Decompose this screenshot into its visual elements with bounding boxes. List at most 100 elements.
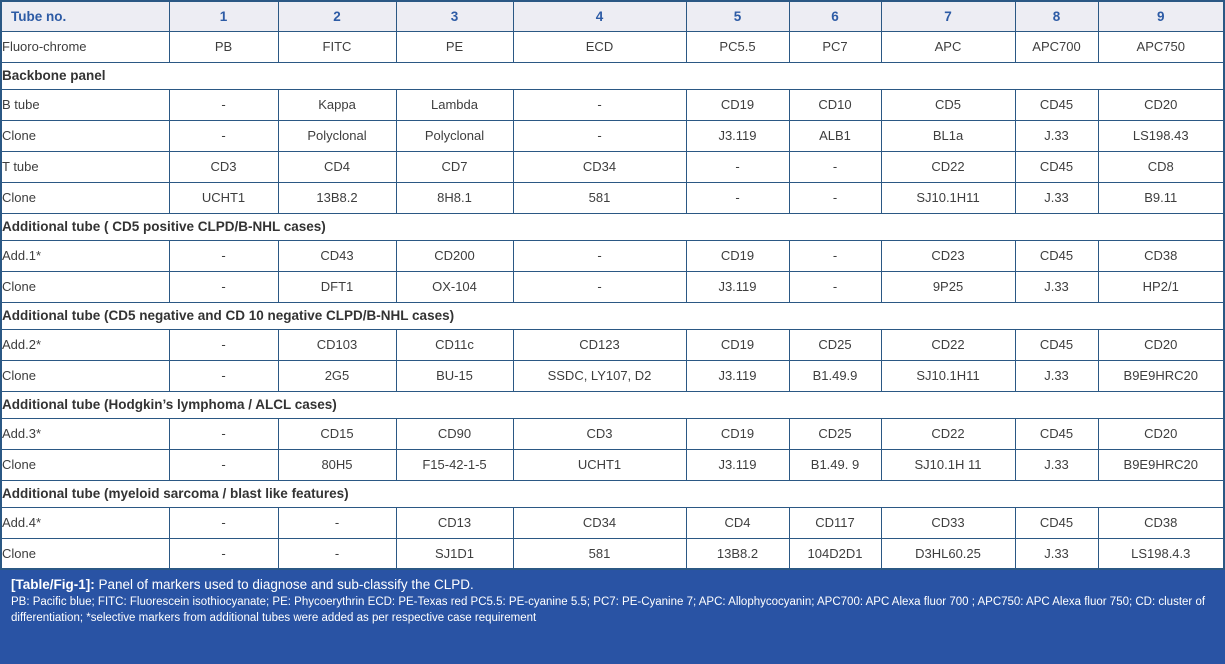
data-cell: 104D2D1 — [788, 537, 882, 570]
data-cell: OX-104 — [395, 270, 514, 303]
data-cell: - — [168, 328, 279, 361]
data-cell: SJ1D1 — [395, 537, 514, 570]
data-cell: PB — [168, 30, 279, 63]
header-cell-tube-6: 6 — [788, 0, 882, 32]
data-cell: CD3 — [512, 417, 687, 450]
data-cell: - — [168, 239, 279, 272]
data-cell: CD7 — [395, 150, 514, 183]
data-cell: CD123 — [512, 328, 687, 361]
data-cell: J.33 — [1014, 270, 1099, 303]
figure-caption: [Table/Fig-1]: Panel of markers used to … — [11, 577, 1214, 593]
data-cell: 2G5 — [277, 359, 397, 392]
data-cell: - — [685, 181, 790, 214]
row-label-cell: Add.4* — [0, 506, 170, 539]
data-cell: J3.119 — [685, 119, 790, 152]
data-cell: CD15 — [277, 417, 397, 450]
data-cell: FITC — [277, 30, 397, 63]
data-cell: 581 — [512, 181, 687, 214]
section-title: Additional tube (Hodgkin’s lymphoma / AL… — [0, 390, 1225, 419]
data-cell: APC — [880, 30, 1016, 63]
data-cell: J.33 — [1014, 119, 1099, 152]
table-row: T tube CD3 CD4 CD7 CD34- - CD22 CD45 CD8 — [0, 150, 1225, 183]
data-cell: Kappa — [277, 88, 397, 121]
data-cell: CD25 — [788, 417, 882, 450]
figure-caption-panel: [Table/Fig-1]: Panel of markers used to … — [0, 570, 1225, 664]
data-cell: D3HL60.25 — [880, 537, 1016, 570]
data-cell: B1.49.9 — [788, 359, 882, 392]
table-row: B tube - Kappa Lambda - CD19 CD10 CD5 CD45 CD20 — [0, 88, 1225, 121]
table-row: Clone - - SJ1D1 581 13B8.2 104D2D1 D3HL60.25 J.3… — [0, 537, 1225, 570]
data-cell: - — [788, 270, 882, 303]
section-row: Backbone panel — [0, 61, 1225, 90]
data-cell: APC750 — [1097, 30, 1225, 63]
data-cell: APC700 — [1014, 30, 1099, 63]
data-cell: CD3 — [168, 150, 279, 183]
data-cell: CD13 — [395, 506, 514, 539]
data-cell: - — [512, 88, 687, 121]
data-cell: - — [168, 506, 279, 539]
data-cell: CD117 — [788, 506, 882, 539]
row-label-cell: Clone — [0, 181, 170, 214]
data-cell: Polyclonal — [277, 119, 397, 152]
row-label-cell: Clone — [0, 119, 170, 152]
data-cell: HP2/1 — [1097, 270, 1225, 303]
data-cell: - — [277, 506, 397, 539]
data-cell: CD43 — [277, 239, 397, 272]
row-label-cell: B tube — [0, 88, 170, 121]
header-cell-tube-4: 4 — [512, 0, 687, 32]
data-cell: CD11c — [395, 328, 514, 361]
data-cell: CD19 — [685, 88, 790, 121]
section-title: Additional tube (CD5 negative and CD 10 … — [0, 301, 1225, 330]
data-cell: CD19 — [685, 417, 790, 450]
data-cell: J.33 — [1014, 359, 1099, 392]
data-cell: CD19 — [685, 239, 790, 272]
data-cell: CD33 — [880, 506, 1016, 539]
row-label-cell: Clone — [0, 537, 170, 570]
data-cell: BL1a — [880, 119, 1016, 152]
data-cell: - — [788, 181, 882, 214]
data-cell: - — [512, 270, 687, 303]
data-cell: J.33 — [1014, 448, 1099, 481]
data-cell: - — [685, 150, 790, 183]
section-row: Additional tube (myeloid sarcoma / blast… — [0, 479, 1225, 508]
data-cell: LS198.43 — [1097, 119, 1225, 152]
data-cell: CD4 — [685, 506, 790, 539]
data-cell: - — [168, 417, 279, 450]
section-title: Additional tube ( CD5 positive CLPD/B-NH… — [0, 212, 1225, 241]
data-cell: CD45 — [1014, 88, 1099, 121]
data-cell: B9.11 — [1097, 181, 1225, 214]
data-cell: CD45 — [1014, 506, 1099, 539]
figure-caption-label: [Table/Fig-1]: — [11, 577, 95, 592]
table-row: Add.1* - CD43 CD200- CD19- CD23 CD45 CD38 — [0, 239, 1225, 272]
data-cell: CD34 — [512, 506, 687, 539]
section-title: Backbone panel — [0, 61, 1225, 90]
table-row: Add.3* - CD15 CD90 CD3 CD19 CD25 CD22 CD45 CD20 — [0, 417, 1225, 450]
row-label-cell: Add.1* — [0, 239, 170, 272]
data-cell: 13B8.2 — [277, 181, 397, 214]
header-cell-tube-8: 8 — [1014, 0, 1099, 32]
header-cell-tube-1: 1 — [168, 0, 279, 32]
data-cell: PC7 — [788, 30, 882, 63]
data-cell: CD22 — [880, 150, 1016, 183]
data-cell: CD200 — [395, 239, 514, 272]
data-cell: - — [788, 239, 882, 272]
data-cell: 13B8.2 — [685, 537, 790, 570]
data-cell: - — [168, 119, 279, 152]
data-cell: CD90 — [395, 417, 514, 450]
data-cell: - — [168, 359, 279, 392]
abbreviation-legend: PB: Pacific blue; FITC: Fluorescein isot… — [11, 596, 1206, 625]
data-cell: - — [168, 270, 279, 303]
data-cell: - — [168, 88, 279, 121]
data-cell: J3.119 — [685, 448, 790, 481]
table-row: Add.4* - - CD13 CD34 CD4 CD117 CD33 CD45 CD38 — [0, 506, 1225, 539]
data-cell: CD45 — [1014, 150, 1099, 183]
data-cell: - — [512, 119, 687, 152]
row-label-cell: T tube — [0, 150, 170, 183]
row-label-cell: Add.3* — [0, 417, 170, 450]
data-cell: CD20 — [1097, 88, 1225, 121]
section-row: Additional tube (Hodgkin’s lymphoma / AL… — [0, 390, 1225, 419]
data-cell: J3.119 — [685, 270, 790, 303]
header-cell-tube-5: 5 — [685, 0, 790, 32]
header-cell-tube-3: 3 — [395, 0, 514, 32]
